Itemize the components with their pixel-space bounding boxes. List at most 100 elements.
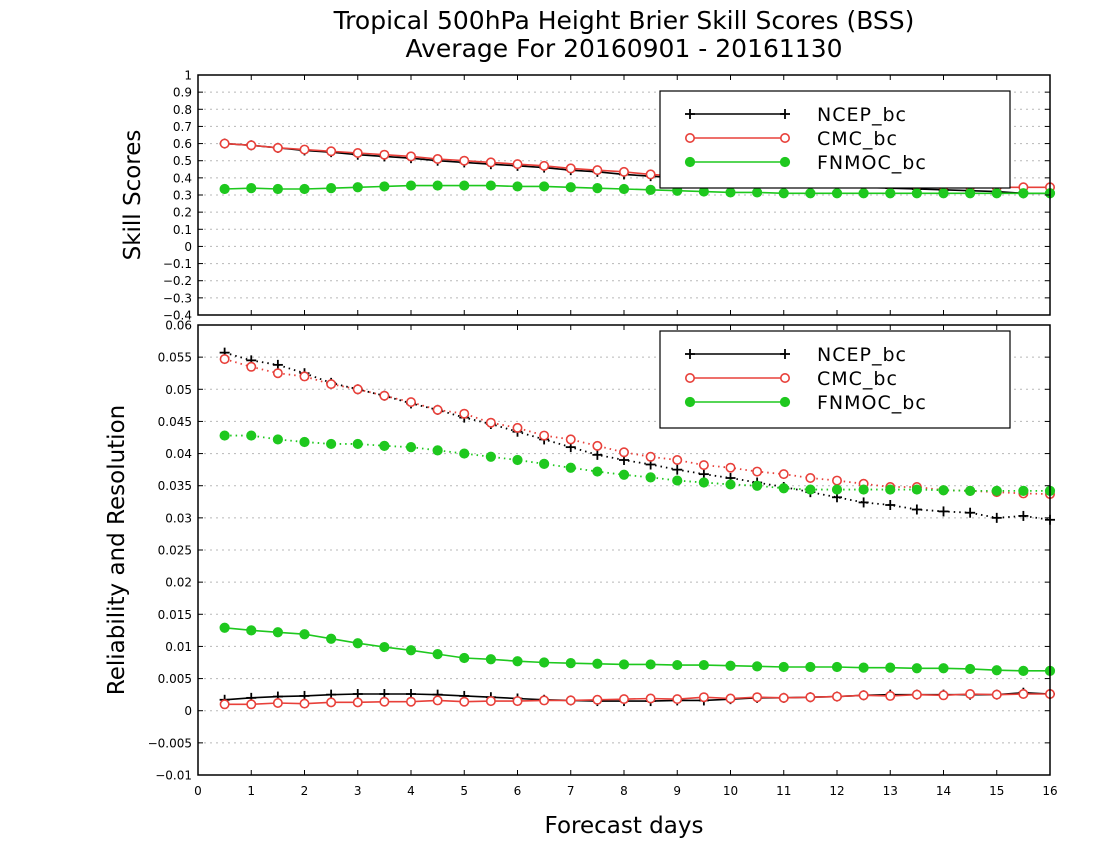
bottom-point-fnmoc-bc-resolution xyxy=(805,484,816,495)
bottom-legend-marker-fnmoc-bc xyxy=(779,396,791,408)
bottom-legend-label-fnmoc-bc: FNMOC_bc xyxy=(817,392,927,414)
bottom-point-cmc-bc-reliability xyxy=(326,697,337,708)
top-y-tick-label: 0.8 xyxy=(173,103,192,117)
bottom-point-cmc-bc-reliability xyxy=(379,696,390,707)
bottom-point-fnmoc-bc-resolution xyxy=(405,442,417,453)
bottom-point-fnmoc-bc-reliability xyxy=(938,663,949,674)
bottom-series-fnmoc-bc-resolution xyxy=(219,430,1056,496)
bottom-point-ncep-bc-resolution xyxy=(911,504,922,515)
bottom-panel-x-ticks: 0 1 2 3 4 5 6 7 8 9 10 11 12 13 14 15 16 xyxy=(194,784,1057,798)
bottom-point-fnmoc-bc-resolution xyxy=(965,485,976,496)
top-legend-label-fnmoc-bc: FNMOC_bc xyxy=(817,152,927,174)
bottom-point-cmc-bc-reliability xyxy=(618,694,629,705)
bottom-point-cmc-bc-resolution xyxy=(485,417,496,428)
top-legend-entry-cmc-bc: CMC_bc xyxy=(684,128,898,150)
top-legend-marker-ncep-bc xyxy=(685,109,695,119)
top-point-fnmoc-bc xyxy=(379,181,390,192)
bottom-point-cmc-bc-resolution xyxy=(805,472,816,483)
bottom-point-ncep-bc-reliability xyxy=(352,689,363,699)
bottom-point-cmc-bc-reliability xyxy=(965,688,976,699)
bottom-point-fnmoc-bc-reliability xyxy=(725,660,736,671)
bottom-panel-ylabel: Reliability and Resolution xyxy=(104,405,130,695)
top-point-fnmoc-bc xyxy=(272,183,283,195)
top-legend-entry-ncep-bc: NCEP_bc xyxy=(685,104,906,126)
top-legend-label-cmc-bc: CMC_bc xyxy=(817,128,898,150)
bottom-point-cmc-bc-resolution xyxy=(752,466,763,477)
bottom-y-tick-label: 0.045 xyxy=(158,415,192,429)
bottom-point-cmc-bc-resolution xyxy=(272,368,283,379)
top-y-tick-label: 1 xyxy=(184,69,192,83)
bottom-point-cmc-bc-reliability xyxy=(459,696,470,707)
bottom-point-cmc-bc-resolution xyxy=(698,460,709,471)
bottom-point-fnmoc-bc-resolution xyxy=(272,434,283,445)
bottom-point-fnmoc-bc-reliability xyxy=(352,638,363,649)
bottom-legend-marker-ncep-bc xyxy=(780,349,790,359)
bottom-point-cmc-bc-reliability xyxy=(246,699,257,710)
top-legend-marker-cmc-bc xyxy=(684,133,695,144)
bottom-point-cmc-bc-resolution xyxy=(352,384,363,395)
bottom-point-fnmoc-bc-resolution xyxy=(778,483,789,494)
top-point-cmc-bc xyxy=(592,165,603,176)
x-tick-label: 10 xyxy=(723,784,738,798)
bottom-y-tick-label: 0.05 xyxy=(165,383,192,397)
top-legend-marker-fnmoc-bc xyxy=(684,156,696,168)
top-point-cmc-bc xyxy=(219,138,230,149)
bottom-point-fnmoc-bc-resolution xyxy=(1018,485,1029,496)
chart-title-line2: Average For 20160901 - 20161130 xyxy=(405,34,842,63)
top-y-tick-label: −0.2 xyxy=(163,274,192,288)
bottom-point-fnmoc-bc-resolution xyxy=(911,484,922,495)
bottom-legend-entry-ncep-bc: NCEP_bc xyxy=(685,344,906,366)
top-point-cmc-bc xyxy=(405,151,416,162)
bottom-point-fnmoc-bc-resolution xyxy=(432,445,443,456)
top-point-fnmoc-bc xyxy=(1018,188,1029,199)
bottom-point-cmc-bc-resolution xyxy=(618,447,629,458)
bottom-point-ncep-bc-resolution xyxy=(885,500,896,510)
bottom-point-fnmoc-bc-reliability xyxy=(539,657,550,668)
top-point-fnmoc-bc xyxy=(326,183,337,194)
bottom-point-ncep-bc-resolution xyxy=(272,359,283,370)
bottom-point-cmc-bc-reliability xyxy=(539,695,550,706)
top-point-cmc-bc xyxy=(246,140,257,151)
x-tick-label: 5 xyxy=(460,784,468,798)
bottom-point-cmc-bc-reliability xyxy=(725,693,736,704)
top-point-fnmoc-bc xyxy=(778,188,789,199)
bottom-y-tick-label: 0.005 xyxy=(158,672,192,686)
top-point-fnmoc-bc xyxy=(246,183,257,194)
top-point-fnmoc-bc xyxy=(405,180,417,191)
bottom-point-cmc-bc-reliability xyxy=(778,692,789,703)
bottom-point-ncep-bc-resolution xyxy=(672,464,683,475)
bottom-point-fnmoc-bc-reliability xyxy=(379,641,390,653)
bottom-point-fnmoc-bc-reliability xyxy=(485,654,496,665)
bottom-point-fnmoc-bc-reliability xyxy=(911,663,922,674)
bottom-point-fnmoc-bc-reliability xyxy=(272,627,283,638)
top-point-fnmoc-bc xyxy=(965,188,976,199)
top-point-fnmoc-bc xyxy=(725,187,736,198)
top-legend-entry-fnmoc-bc: FNMOC_bc xyxy=(684,152,927,174)
bottom-point-ncep-bc-resolution xyxy=(858,497,869,508)
bottom-legend-entry-cmc-bc: CMC_bc xyxy=(684,368,897,390)
x-tick-label: 13 xyxy=(883,784,898,798)
top-point-fnmoc-bc xyxy=(299,183,310,195)
bottom-point-fnmoc-bc-resolution xyxy=(991,485,1002,496)
bottom-point-fnmoc-bc-reliability xyxy=(432,649,443,660)
top-panel-y-ticks: −0.4 −0.3 −0.2 −0.1 0 0.1 0.2 0.3 0.4 0.5 0.6 0.7 0.… xyxy=(163,69,1051,323)
top-y-tick-label: −0.3 xyxy=(163,291,192,305)
bottom-point-fnmoc-bc-reliability xyxy=(1018,665,1029,676)
bottom-y-tick-label: 0 xyxy=(184,704,192,718)
bottom-point-cmc-bc-reliability xyxy=(352,697,363,708)
top-point-cmc-bc xyxy=(352,148,363,159)
bottom-series-fnmoc-bc-reliability xyxy=(219,622,1056,676)
bottom-point-fnmoc-bc-reliability xyxy=(565,658,576,669)
bottom-point-cmc-bc-reliability xyxy=(831,691,842,702)
top-point-cmc-bc xyxy=(512,159,523,170)
x-tick-label: 3 xyxy=(354,784,362,798)
top-point-fnmoc-bc xyxy=(219,183,230,195)
bottom-point-cmc-bc-reliability xyxy=(645,693,656,704)
bottom-point-cmc-bc-reliability xyxy=(485,696,496,707)
bottom-y-tick-label: 0.025 xyxy=(158,544,192,558)
bottom-point-fnmoc-bc-resolution xyxy=(831,484,843,495)
bottom-y-tick-label: 0.015 xyxy=(158,608,192,622)
bottom-point-cmc-bc-reliability xyxy=(752,692,763,703)
bottom-point-fnmoc-bc-resolution xyxy=(539,458,550,469)
